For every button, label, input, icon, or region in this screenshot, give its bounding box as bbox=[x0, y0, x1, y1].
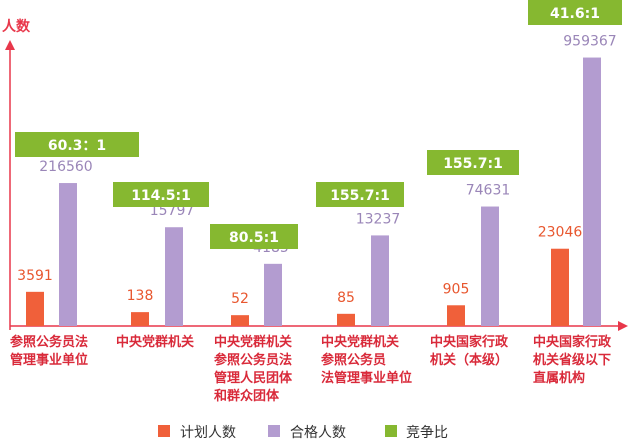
legend-label-pass: 合格人数 bbox=[290, 425, 346, 441]
ratio-box-3 bbox=[316, 182, 404, 207]
category-label-3-0: 中央党群机关 bbox=[321, 334, 399, 350]
ratio-label-5: 41.6:1 bbox=[550, 6, 600, 22]
bar-pass-3 bbox=[371, 235, 389, 326]
category-label-2-2: 管理人民团体 bbox=[214, 370, 293, 386]
category-label-0-0: 参照公务员法 bbox=[10, 334, 88, 350]
legend-swatch-pass bbox=[268, 425, 280, 437]
bar-pass-1 bbox=[165, 227, 183, 326]
value-label-plan-2: 52 bbox=[231, 291, 249, 307]
category-label-5-1: 机关省级以下 bbox=[533, 352, 611, 368]
value-label-pass-1: 15797 bbox=[150, 203, 195, 219]
ratio-label-2: 80.5:1 bbox=[229, 230, 279, 246]
value-label-plan-4: 905 bbox=[443, 281, 470, 297]
value-label-pass-4: 74631 bbox=[466, 183, 511, 199]
legend-label-plan: 计划人数 bbox=[180, 425, 236, 441]
bar-pass-4 bbox=[481, 206, 499, 326]
bar-plan-4 bbox=[447, 305, 465, 326]
bar-plan-5 bbox=[551, 248, 569, 326]
bar-plan-0 bbox=[26, 291, 44, 326]
bar-plan-2 bbox=[231, 315, 249, 326]
ratio-label-1: 114.5:1 bbox=[131, 188, 191, 204]
value-label-pass-5: 959367 bbox=[563, 34, 616, 50]
category-label-2-1: 参照公务员法 bbox=[214, 352, 292, 368]
ratio-label-3: 155.7:1 bbox=[330, 188, 390, 204]
category-label-1-0: 中央党群机关 bbox=[116, 334, 194, 350]
value-label-plan-3: 85 bbox=[337, 290, 355, 306]
ratio-box-4 bbox=[427, 150, 519, 175]
category-label-3-1: 参照公务员 bbox=[321, 352, 386, 368]
value-label-pass-0: 216560 bbox=[39, 159, 92, 175]
bar-plan-1 bbox=[131, 312, 149, 326]
category-label-2-0: 中央党群机关 bbox=[214, 334, 292, 350]
ratio-box-0 bbox=[15, 132, 139, 157]
legend-swatch-ratio bbox=[385, 425, 397, 437]
bar-pass-5 bbox=[583, 57, 601, 327]
ratio-label-4: 155.7:1 bbox=[443, 156, 503, 172]
ratio-box-1 bbox=[113, 182, 209, 207]
category-label-2-3: 和群众团体 bbox=[214, 388, 280, 404]
ratio-box-5 bbox=[528, 0, 622, 25]
value-label-pass-3: 13237 bbox=[356, 211, 401, 227]
category-label-4-0: 中央国家行政 bbox=[430, 334, 509, 350]
category-label-0-1: 管理事业单位 bbox=[10, 352, 88, 368]
x-axis-arrow bbox=[618, 321, 628, 331]
ratio-box-2 bbox=[210, 224, 298, 249]
ratio-label-0: 60.3：1 bbox=[48, 138, 106, 154]
y-axis-title: 人数 bbox=[2, 18, 31, 35]
y-axis-arrow bbox=[5, 40, 15, 50]
value-label-plan-5: 23046 bbox=[538, 225, 583, 241]
legend: 计划人数 合格人数 竞争比 bbox=[158, 424, 448, 441]
category-label-4-1: 机关（本级） bbox=[430, 352, 508, 368]
bar-plan-3 bbox=[337, 313, 355, 326]
category-label-5-0: 中央国家行政 bbox=[533, 334, 612, 350]
legend-label-ratio: 竞争比 bbox=[406, 424, 448, 441]
value-label-plan-0: 3591 bbox=[17, 268, 53, 284]
category-label-5-2: 直属机构 bbox=[533, 370, 585, 386]
bar-pass-0 bbox=[59, 183, 77, 326]
legend-swatch-plan bbox=[158, 425, 170, 437]
bar-pass-2 bbox=[264, 263, 282, 326]
category-label-3-2: 法管理事业单位 bbox=[321, 370, 412, 386]
value-label-plan-1: 138 bbox=[127, 288, 154, 304]
